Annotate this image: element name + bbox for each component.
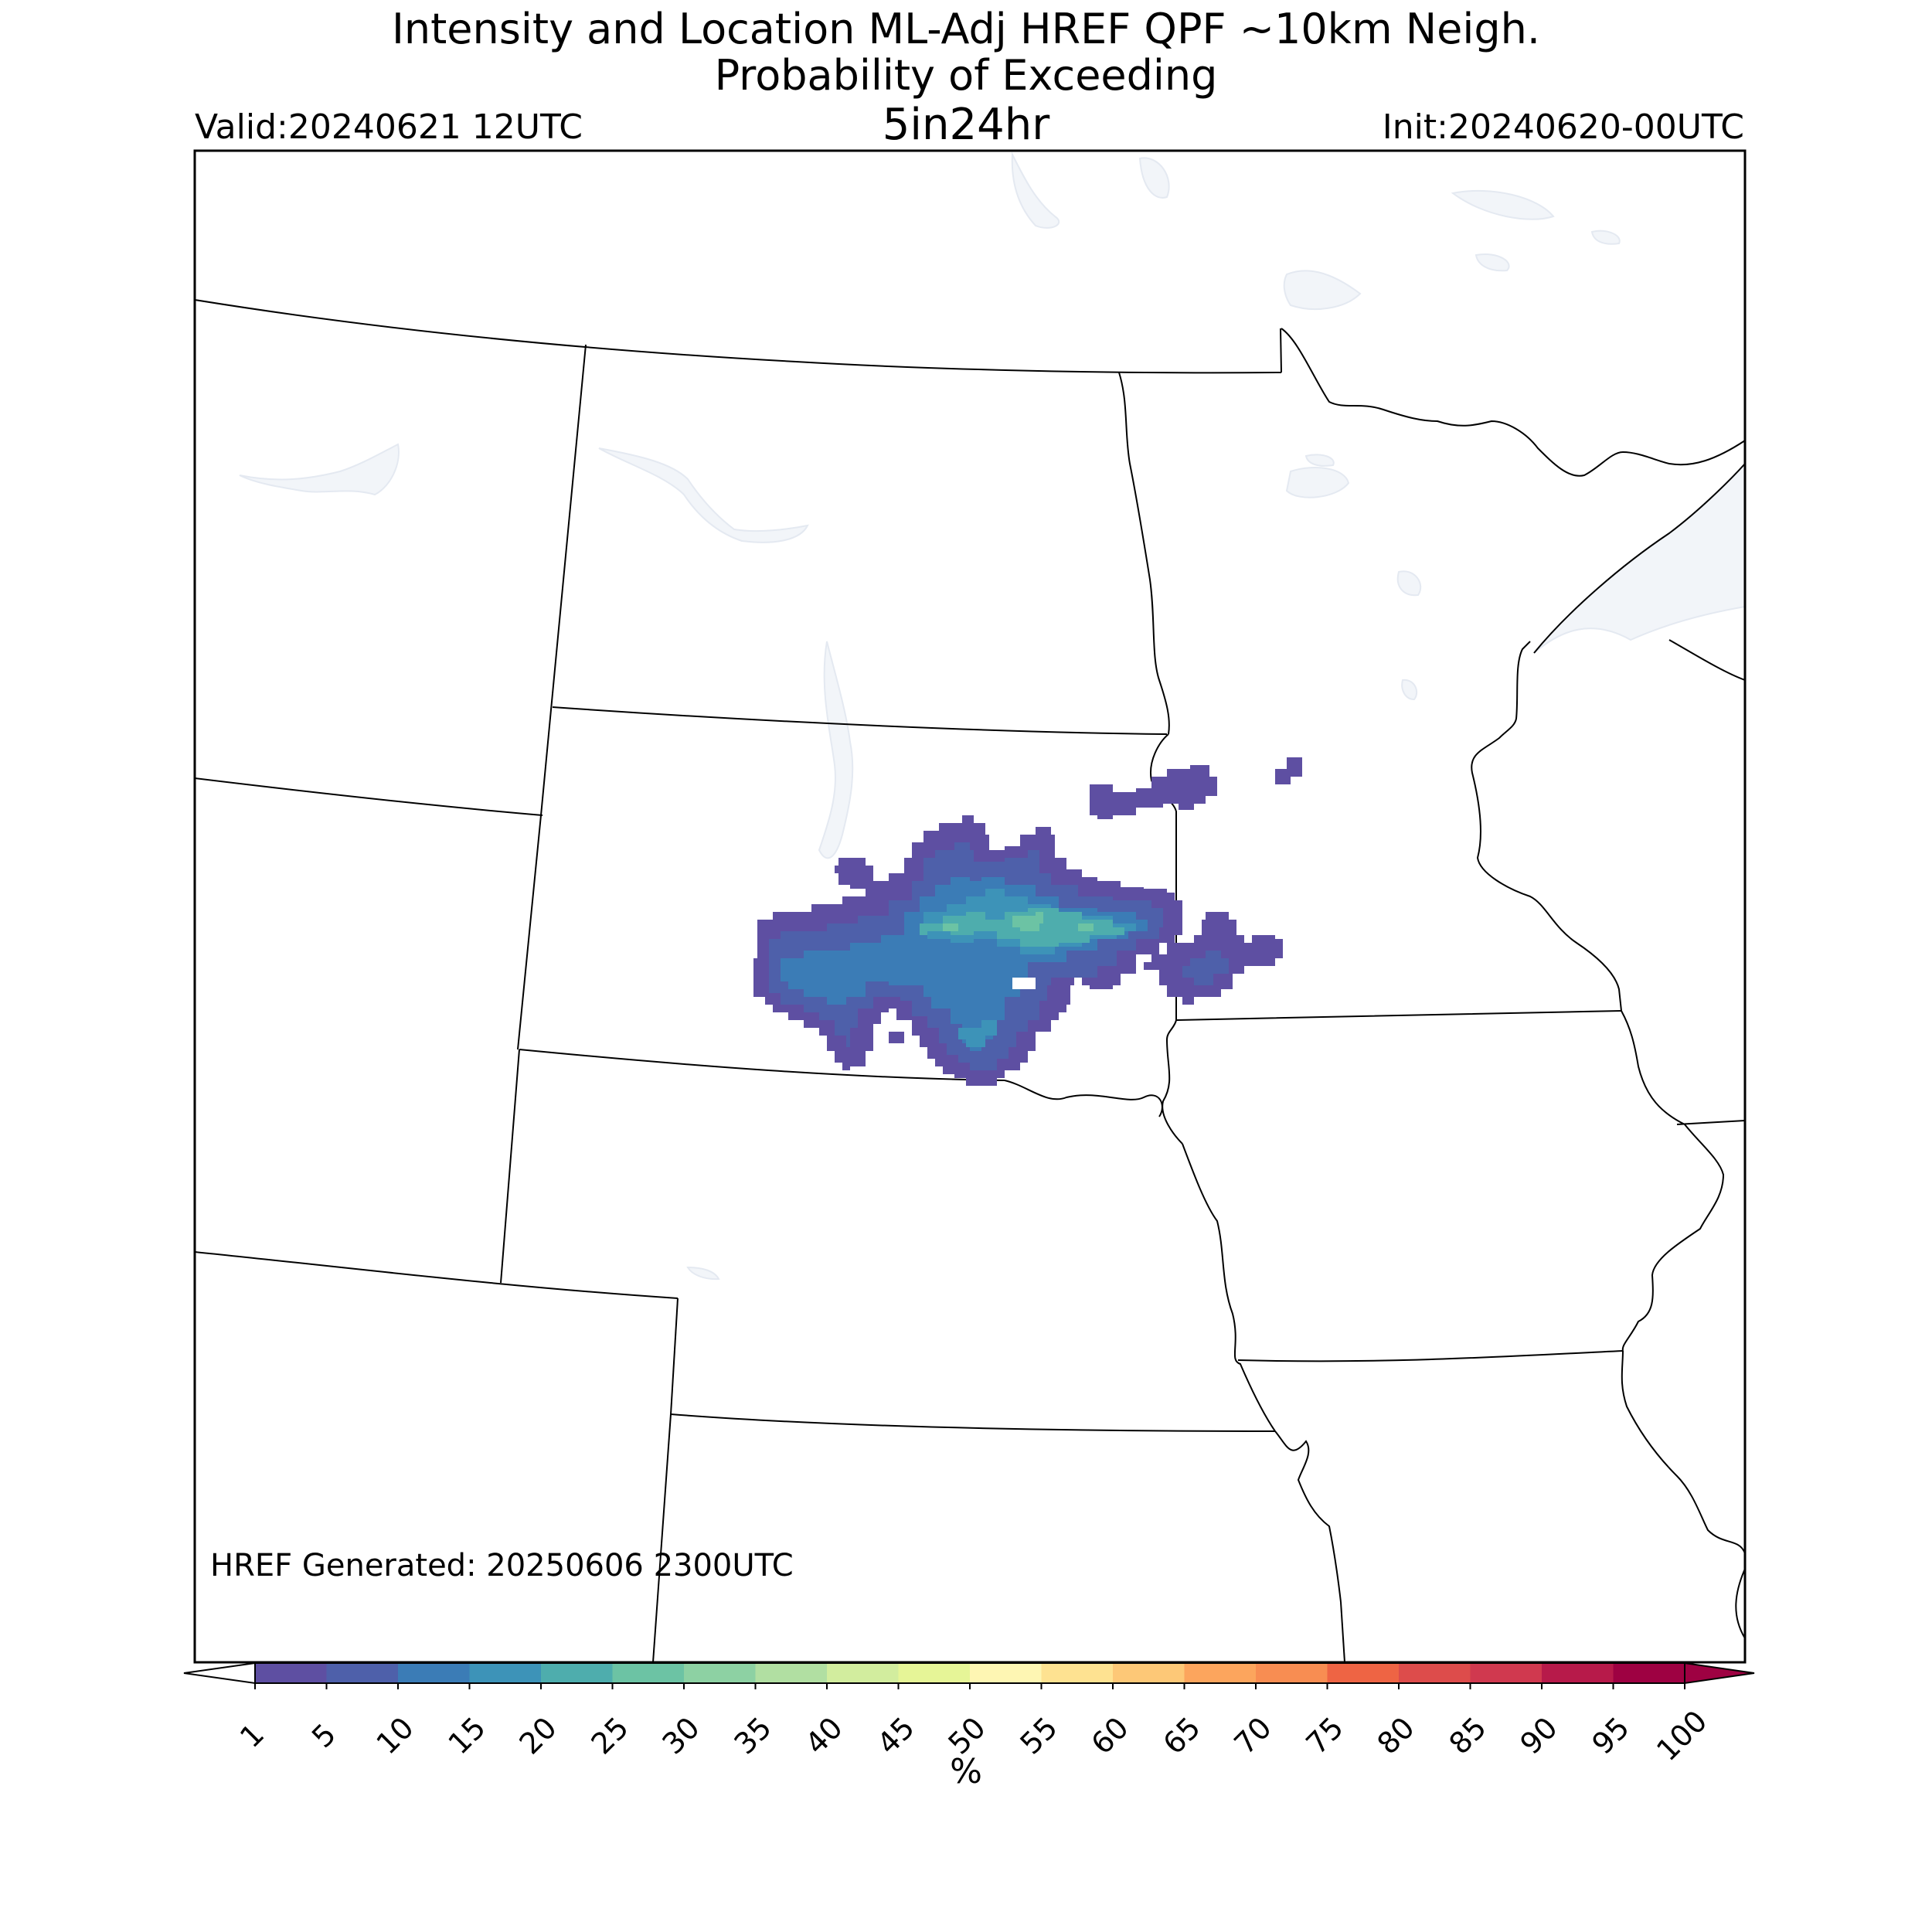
colorbar-segment: [469, 1663, 542, 1683]
lake-of-the-woods: [1138, 157, 1170, 199]
mn-nd-border: [1118, 372, 1170, 735]
colorbar-segment: [1613, 1663, 1685, 1683]
ia-mo-border: [1237, 1350, 1624, 1362]
mn-lake-small2: [1590, 230, 1621, 245]
ks-mo-river: [1274, 1430, 1342, 1603]
colorbar-segment: [684, 1663, 756, 1683]
wy-co-border: [195, 1251, 679, 1299]
prob-15-20-south: [958, 1020, 997, 1047]
sd-ne-iowa-river: [1004, 1080, 1163, 1117]
water-bodies: [239, 151, 1745, 1281]
mn-wi-border: [1471, 641, 1622, 1012]
lake-oahe: [818, 641, 854, 859]
colorbar-segment: [1542, 1663, 1614, 1683]
mille-lacs: [1396, 570, 1422, 597]
wi-mi-border: [1668, 639, 1745, 681]
mn-canada-shore: [1281, 328, 1745, 477]
colorbar-segment: [970, 1663, 1042, 1683]
prob-1-5-small-dot: [889, 1032, 904, 1043]
red-lake: [1285, 467, 1350, 498]
lake-superior-south-shore: [1533, 463, 1745, 654]
co-ks-border: [652, 1413, 672, 1662]
sd-ia-border: [1162, 1039, 1183, 1145]
colorbar-segment: [1327, 1663, 1400, 1683]
prob-5-10-ia: [1182, 951, 1229, 985]
colorbar-segment: [1113, 1663, 1185, 1683]
lake-sakakawea: [1011, 151, 1060, 229]
colorbar-segment: [398, 1663, 470, 1683]
generated-timestamp: HREF Generated: 20250606 2300UTC: [210, 1548, 794, 1583]
colorbar-segment: [1470, 1663, 1543, 1683]
colorbar-over-extension: [1684, 1662, 1755, 1685]
mt-nd-border: [540, 344, 587, 816]
sd-ne-border: [519, 1049, 1005, 1081]
prob-25-30-peak3: [1078, 923, 1094, 931]
canada-border-west: [195, 299, 797, 362]
sd-lake: [1401, 679, 1418, 701]
colorbar-unit-label: %: [950, 1752, 982, 1791]
init-time-label: Init:20240620-00UTC: [1382, 107, 1744, 147]
ne-co-border: [670, 1298, 679, 1415]
state-borders: [195, 299, 1745, 1662]
ia-wi-il-river: [1621, 1010, 1725, 1352]
nd-lake-small: [1451, 189, 1555, 220]
mt-nd-border-south: [517, 815, 542, 1050]
colorbar-segment: [1399, 1663, 1471, 1683]
prob-25-30-peak2: [943, 923, 958, 931]
ne-ia-mo-river: [1182, 1143, 1276, 1432]
ne-lake: [686, 1266, 720, 1281]
colorbar-segment: [255, 1663, 327, 1683]
colorbar-segment: [612, 1663, 685, 1683]
mn-lake-small: [1475, 253, 1510, 272]
wy-sd-border: [500, 1049, 520, 1284]
colorbar-segment: [1041, 1663, 1114, 1683]
mn-ia-border: [1175, 1010, 1622, 1021]
ks-mo-border: [1340, 1601, 1345, 1662]
prob-1-5-west-blob: [835, 858, 873, 889]
colorbar-segment: [1256, 1663, 1328, 1683]
il-ky-edge: [1735, 1568, 1745, 1639]
colorbar-segment: [827, 1663, 899, 1683]
chart-subtitle: Probability of Exceeding: [714, 51, 1218, 100]
canada-border-east: [795, 361, 1282, 374]
colorbar-segment: [326, 1663, 399, 1683]
ia-wi-border: [1676, 1120, 1745, 1125]
nd-sd-border: [552, 706, 1168, 735]
ne-ks-border: [670, 1413, 1276, 1432]
prob-1-5-east-dot: [1275, 757, 1302, 784]
red-lake-2: [1304, 454, 1335, 467]
nd-river: [239, 443, 400, 496]
sd-river: [598, 447, 809, 543]
prob-hole-white: [1012, 978, 1036, 989]
threshold-label: 5in24hr: [882, 100, 1050, 150]
valid-time-label: Valid:20240621 12UTC: [195, 107, 583, 147]
prob-25-30-peak: [1012, 912, 1043, 931]
probability-field: [753, 757, 1302, 1086]
mt-wy-border: [195, 777, 543, 816]
prob-1-5-mn-blob: [1090, 765, 1217, 819]
colorbar-segment: [755, 1663, 828, 1683]
colorbar-segment: [541, 1663, 613, 1683]
colorbar-segment: [1184, 1663, 1257, 1683]
mo-il-river: [1621, 1350, 1745, 1554]
chart-title: Intensity and Location ML-Adj HREF QPF ~…: [391, 5, 1541, 53]
mn-lake-small3: [1283, 270, 1362, 310]
colorbar-under-extension: [183, 1662, 256, 1685]
colorbar-segment: [898, 1663, 971, 1683]
